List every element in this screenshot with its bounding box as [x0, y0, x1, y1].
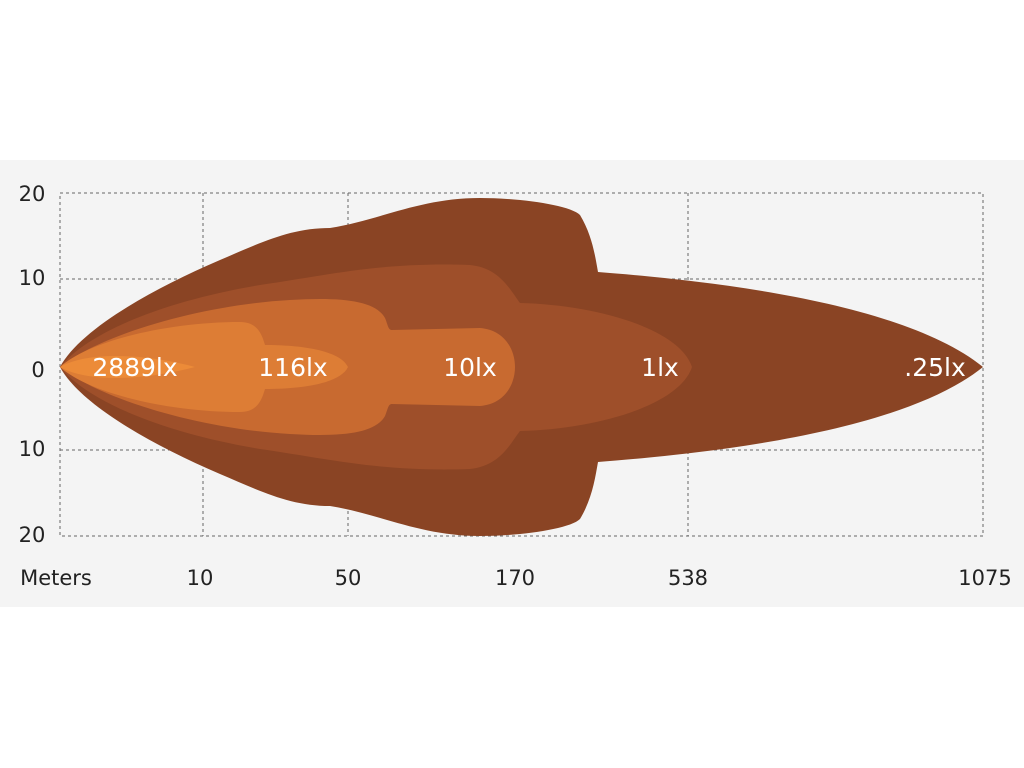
y-tick-label: 20 — [19, 523, 46, 547]
zone-label: 116lx — [258, 353, 327, 382]
zone-label: 2889lx — [92, 353, 177, 382]
y-tick-label: 20 — [19, 182, 46, 206]
x-tick-label: 170 — [495, 566, 535, 590]
zone-label: 1lx — [641, 353, 679, 382]
zone-labels: 2889lx 116lx 10lx 1lx .25lx — [92, 353, 965, 382]
zone-label: 10lx — [443, 353, 497, 382]
y-axis: 20 10 0 10 20 — [19, 182, 46, 547]
x-axis-title: Meters — [20, 566, 92, 590]
zone-shape — [60, 322, 348, 412]
y-tick-label: 10 — [19, 437, 46, 461]
beam-zones — [60, 198, 983, 536]
zone-shape — [60, 356, 195, 378]
x-tick-label: 538 — [668, 566, 708, 590]
x-axis: Meters 10 50 170 538 1075 — [20, 566, 1012, 590]
y-tick-label: 10 — [19, 266, 46, 290]
grid — [59, 192, 984, 537]
y-tick-label: 0 — [31, 358, 44, 382]
x-tick-label: 1075 — [958, 566, 1011, 590]
zone-label: .25lx — [904, 353, 966, 382]
x-tick-label: 50 — [335, 566, 362, 590]
x-tick-label: 10 — [187, 566, 214, 590]
plot-frame — [59, 192, 984, 537]
